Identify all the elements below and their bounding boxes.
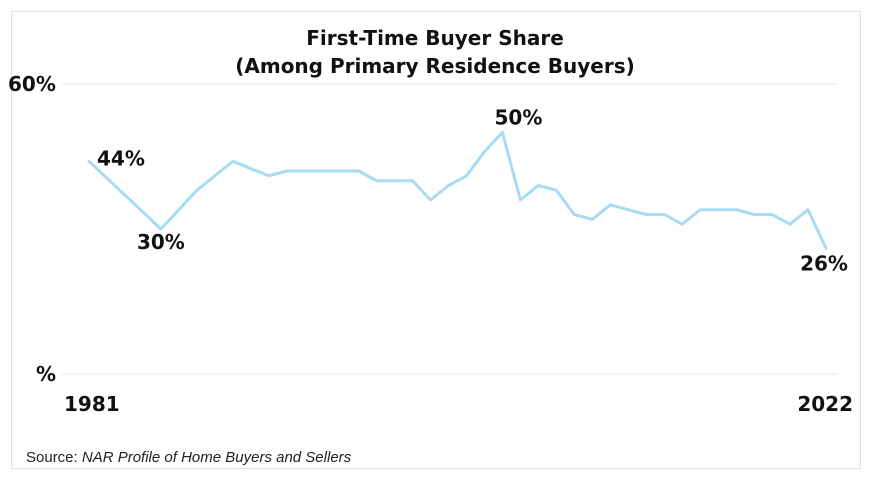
x-tick-label-end: 2022 (797, 392, 853, 416)
data-label: 26% (800, 251, 848, 275)
chart-title-block: First-Time Buyer Share (Among Primary Re… (0, 24, 870, 80)
data-label: 50% (495, 105, 543, 129)
data-label: 30% (137, 230, 185, 254)
y-tick-label-min: % (36, 362, 56, 386)
source-prefix: Source: (26, 449, 82, 466)
y-tick-label-max: 60% (8, 72, 56, 96)
x-tick-label-start: 1981 (64, 392, 120, 416)
chart-title: First-Time Buyer Share (306, 26, 564, 50)
source-note: Source: NAR Profile of Home Buyers and S… (26, 449, 351, 466)
chart-frame (11, 11, 861, 469)
source-name: NAR Profile of Home Buyers and Sellers (81, 449, 352, 466)
data-label: 44% (97, 146, 145, 170)
series-line (87, 130, 828, 250)
chart-subtitle: (Among Primary Residence Buyers) (235, 54, 635, 78)
